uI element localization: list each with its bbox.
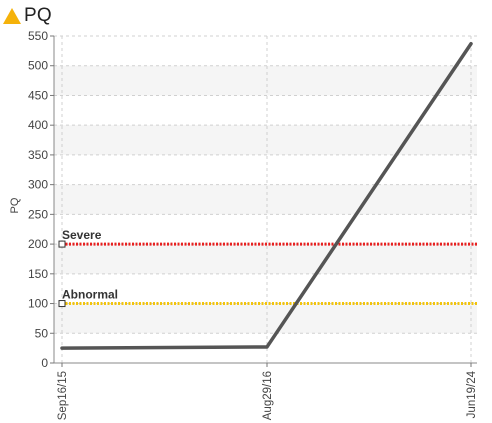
- reference-line-label: Abnormal: [62, 288, 118, 302]
- y-tick-label: 0: [41, 356, 48, 370]
- plot-axes: [53, 36, 477, 364]
- x-axis-ticks: Sep16/15 Aug29/16 Jun19/24: [57, 363, 478, 420]
- x-tick-label: Sep16/15: [57, 371, 69, 420]
- y-tick-label: 250: [28, 207, 48, 221]
- reference-lines: Severe Abnormal: [58, 228, 477, 308]
- reference-line-label: Severe: [62, 228, 102, 242]
- x-tick-label: Jun19/24: [466, 370, 478, 418]
- y-tick-label: 300: [28, 178, 48, 192]
- plot-band: [54, 184, 477, 215]
- y-tick-label: 200: [28, 237, 48, 251]
- reference-marker: [58, 300, 66, 308]
- x-tick-label: Aug29/16: [262, 371, 274, 420]
- chart-header: PQ: [2, 4, 52, 28]
- y-tick-label: 50: [35, 326, 49, 340]
- y-tick-label: 500: [28, 59, 48, 73]
- y-tick-label: 150: [28, 267, 48, 281]
- warning-icon: [3, 8, 21, 24]
- reference-marker: [58, 240, 66, 248]
- plot-band: [54, 65, 477, 96]
- y-tick-label: 550: [28, 29, 48, 43]
- series-point: [469, 42, 473, 46]
- data-series: [60, 41, 473, 350]
- plot-band: [54, 303, 477, 334]
- series-point: [265, 345, 269, 349]
- chart-title: PQ: [24, 5, 52, 26]
- series-point: [60, 346, 64, 350]
- y-tick-label: 350: [28, 148, 48, 162]
- y-tick-label: 400: [28, 118, 48, 132]
- y-axis-ticks: 0 50 100 150 200 250 300 350 400 450 500 550: [28, 29, 54, 370]
- y-tick-label: 100: [28, 297, 48, 311]
- plot-bands: [54, 65, 477, 334]
- plot-band: [54, 244, 477, 274]
- y-tick-label: 450: [28, 88, 48, 102]
- y-axis-title: PQ: [9, 197, 21, 213]
